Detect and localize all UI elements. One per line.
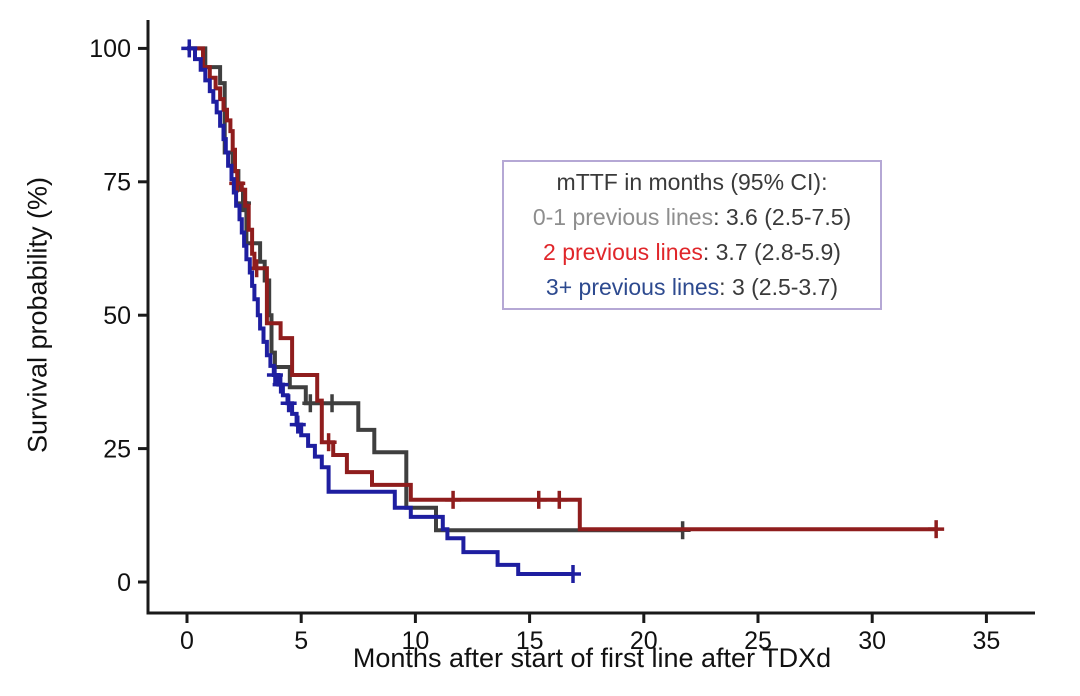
y-tick-label: 25 <box>103 435 131 463</box>
legend-label-3plus-previous-lines: 3+ previous lines <box>545 274 720 300</box>
x-tick-label: 0 <box>180 627 194 655</box>
survival-curve-1 <box>187 46 937 532</box>
x-axis-title: Months after start of first line after T… <box>352 643 832 673</box>
y-tick-label: 75 <box>103 169 131 197</box>
legend-value-0-1-previous-lines: : 3.6 (2.5-7.5) <box>713 204 852 230</box>
legend-box: mTTF in months (95% CI): 0-1 previous li… <box>502 160 882 310</box>
legend-entry-2-previous-lines: 2 previous lines: 3.7 (2.8-5.9) <box>543 235 841 270</box>
y-tick-label: 0 <box>117 569 131 597</box>
y-axis-title: Survival probability (%) <box>22 176 53 454</box>
x-tick-label: 10 <box>401 627 429 655</box>
x-tick-label: 20 <box>630 627 658 655</box>
x-tick-label: 15 <box>516 627 544 655</box>
x-tick-label: 30 <box>858 627 886 655</box>
legend-label-0-1-previous-lines: 0-1 previous lines <box>532 204 714 230</box>
survival-curve-2 <box>187 46 573 576</box>
x-tick-label: 25 <box>744 627 772 655</box>
x-tick-label: 35 <box>972 627 1000 655</box>
legend-value-2-previous-lines: : 3.7 (2.8-5.9) <box>702 239 841 265</box>
legend-entry-0-1-previous-lines: 0-1 previous lines: 3.6 (2.5-7.5) <box>533 200 851 235</box>
legend-title: mTTF in months (95% CI): <box>556 169 828 195</box>
y-tick-label: 100 <box>89 35 131 63</box>
y-tick-label: 50 <box>103 302 131 330</box>
legend-label-2-previous-lines: 2 previous lines <box>543 239 703 265</box>
x-tick-label: 5 <box>294 627 308 655</box>
legend-entry-3plus-previous-lines: 3+ previous lines: 3 (2.5-3.7) <box>546 270 838 305</box>
legend-value-3plus-previous-lines: : 3 (2.5-3.7) <box>719 274 839 300</box>
